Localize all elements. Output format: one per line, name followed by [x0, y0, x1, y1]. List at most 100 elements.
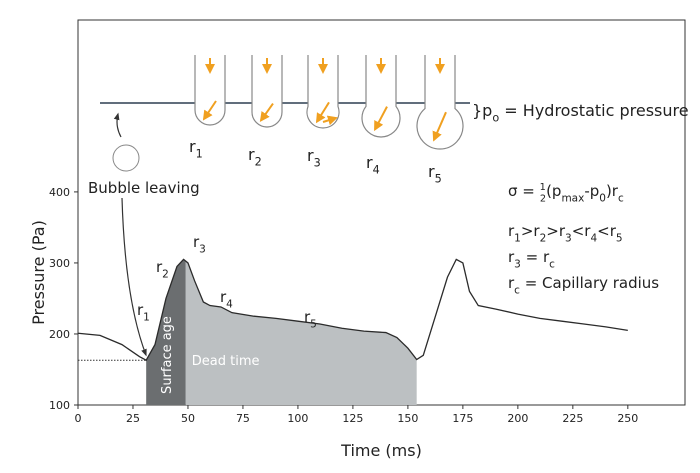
text-part: }p [472, 101, 492, 120]
radius-arrow [322, 115, 338, 126]
region-label: Dead time [192, 354, 260, 369]
capillary [194, 55, 226, 126]
y-axis-label: Pressure (Pa) [29, 220, 48, 325]
x-tick-label: 0 [75, 412, 82, 425]
text-part: >r [521, 222, 541, 240]
bubble-arrow [113, 112, 122, 138]
radius-arrow [432, 111, 447, 142]
x-tick-label: 50 [181, 412, 195, 425]
radius-label: r5 [428, 162, 442, 186]
formula: r3 = rc [508, 248, 555, 270]
region-label: Surface age [160, 316, 175, 394]
text-part: max [561, 192, 584, 204]
radius-arrow [259, 103, 274, 123]
text-part: 1 [514, 232, 521, 244]
text-part: r [193, 233, 200, 251]
text-part: 2 [540, 232, 547, 244]
capillary [306, 55, 340, 129]
leaving-arrow [121, 197, 147, 357]
curve-label: r3 [193, 233, 206, 255]
y-tick-label: 200 [49, 328, 70, 341]
text-part: r [428, 162, 435, 181]
radius-label: r3 [307, 146, 321, 170]
formula: σ = 1 2(pmax-p0)rc [508, 182, 624, 204]
y-tick-label: 400 [49, 186, 70, 199]
radius-arrow [202, 100, 217, 121]
y-tick-label: 100 [49, 399, 70, 412]
x-tick-label: 175 [452, 412, 473, 425]
text-part: 2 [540, 193, 546, 204]
x-tick-label: 200 [507, 412, 528, 425]
text-part: <r [597, 222, 617, 240]
text-part: 1 [540, 182, 546, 193]
text-part: 3 [565, 232, 572, 244]
text-part: 5 [310, 318, 317, 330]
formula: r1>r2>r3<r4<r5 [508, 222, 623, 244]
text-part: 4 [590, 232, 597, 244]
text-part: r [248, 145, 255, 164]
text-part: 1 [143, 311, 150, 323]
text-part: r [307, 146, 314, 165]
x-tick-label: 225 [562, 412, 583, 425]
text-part: -p [584, 182, 599, 200]
text-part: 3 [314, 157, 321, 170]
x-tick-label: 100 [287, 412, 308, 425]
curve-label: r5 [304, 308, 317, 330]
text-part: = r [521, 248, 550, 266]
text-part: )r [606, 182, 619, 200]
text-part: o [492, 112, 499, 125]
radius-label: r4 [366, 153, 380, 177]
x-tick-label: 25 [126, 412, 140, 425]
hydrostatic-label: }po = Hydrostatic pressure [472, 101, 689, 125]
text-part: c [549, 258, 555, 270]
pressure-line [77, 258, 628, 362]
radius-arrow [315, 101, 330, 124]
text-part: r [366, 153, 373, 172]
text-part: <r [572, 222, 592, 240]
radius-label: r1 [189, 137, 203, 161]
y-tick-label: 300 [49, 257, 70, 270]
leaving-bubble [112, 144, 140, 172]
text-part: r [220, 288, 227, 306]
radius-label: r2 [248, 145, 262, 169]
formula: rc = Capillary radius [508, 274, 659, 296]
curve-label: r1 [137, 301, 150, 323]
capillary [361, 55, 401, 138]
text-part: = Hydrostatic pressure [499, 101, 688, 120]
x-axis-label: Time (ms) [340, 441, 422, 460]
curve-label: r4 [220, 288, 233, 310]
text-part: r [156, 258, 163, 276]
capillary [416, 55, 464, 150]
text-part: c [514, 284, 520, 296]
capillaries [194, 55, 464, 150]
text-part: r [508, 248, 515, 266]
text-part: r [189, 137, 196, 156]
text-part: (p [546, 182, 561, 200]
text-part: 5 [435, 173, 442, 186]
text-part: 4 [373, 164, 380, 177]
text-part: r [508, 222, 515, 240]
text-part: = Capillary radius [520, 274, 659, 292]
capillary [251, 55, 283, 128]
bubble-leaving-label: Bubble leaving [88, 179, 200, 197]
text-part: σ = [508, 182, 540, 200]
x-tick-label: 150 [397, 412, 418, 425]
x-tick-label: 125 [342, 412, 363, 425]
text-part: 3 [514, 258, 521, 270]
curve-label: r2 [156, 258, 169, 280]
text-part: 0 [599, 192, 606, 204]
text-part: 4 [226, 298, 233, 310]
text-part: 1 [196, 148, 203, 161]
text-part: 5 [616, 232, 623, 244]
text-part: c [618, 192, 624, 204]
text-part: r [304, 308, 311, 326]
text-part: >r [546, 222, 566, 240]
text-part: r [508, 274, 515, 292]
text-part: r [137, 301, 144, 319]
text-part: 2 [162, 268, 169, 280]
text-part: 2 [255, 156, 262, 169]
x-tick-label: 250 [617, 412, 638, 425]
x-tick-label: 75 [236, 412, 250, 425]
text-part: 3 [199, 243, 206, 255]
